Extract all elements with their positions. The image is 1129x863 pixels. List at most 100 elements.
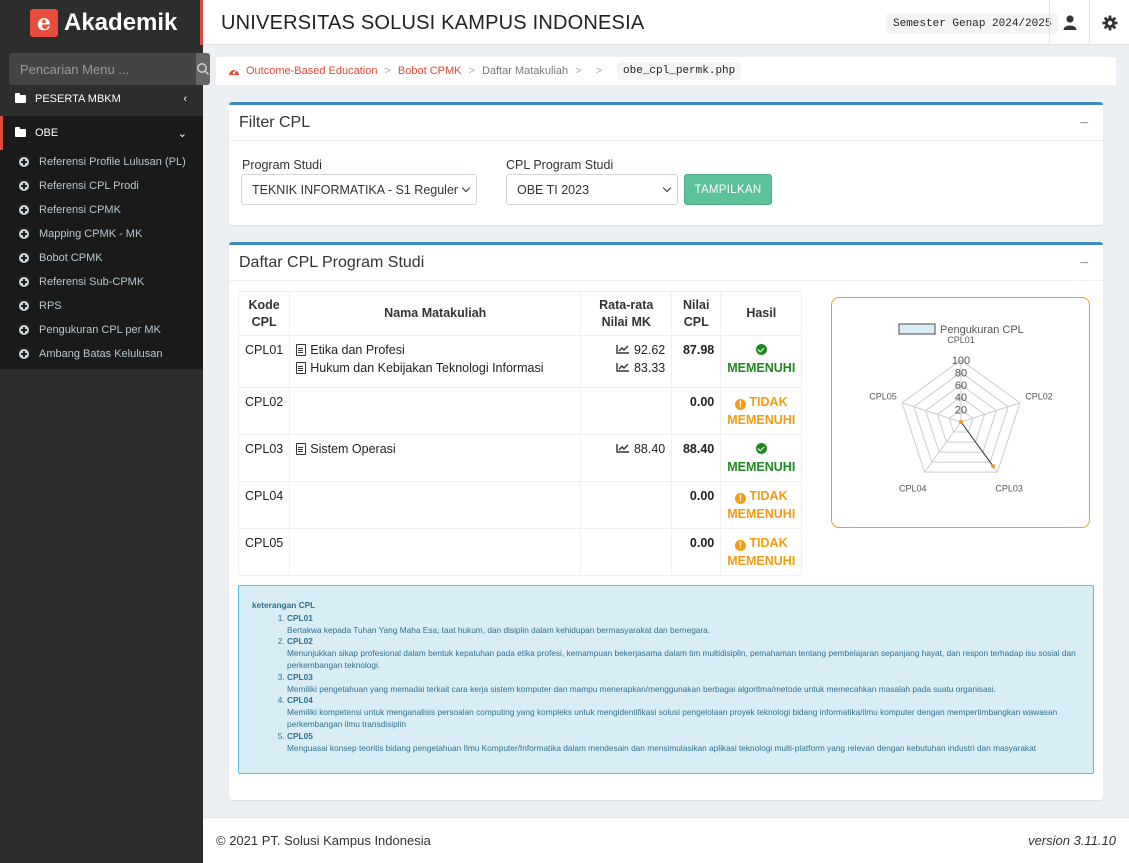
sidebar-item-obe[interactable]: OBE ⌄ [0,116,203,150]
radar-chart-card: Pengukuran CPL 20 40 60 80 100 CPL01 CPL02 CPL0… [831,297,1090,528]
radar-series [959,420,996,469]
keterangan-desc: Menunjukkan sikap profesional dalam bent… [287,648,1076,670]
matakuliah-link[interactable]: Etika dan Profesi [296,341,574,359]
status-text: MEMENUHI [727,507,796,521]
cpl-select-value: OBE TI 2023 [517,182,590,197]
rata-number: 88.40 [633,442,666,456]
table-row: CPL04 0.00 ! TIDAK MEMENUHI [237,481,803,529]
status-text: MEMENUHI [727,554,796,568]
keterangan-code: CPL02 [287,636,313,647]
sidebar-item-profile-lulusan[interactable]: Referensi Profile Lulusan (PL) [0,150,203,174]
prodi-label: Program Studi [242,158,322,172]
cell-hasil: ! TIDAK MEMENUHI [720,387,803,435]
plus-circle-icon [19,325,29,335]
rata-value: 88.40 [587,440,665,458]
daftar-cpl-box: Daftar CPL Program Studi − Kode CPL Nama … [229,242,1103,800]
sidebar-item-ambang-batas[interactable]: Ambang Batas Kelulusan [0,342,203,366]
chevron-down-icon [662,183,672,193]
search-button[interactable] [196,53,210,85]
status-text: TIDAK [749,536,788,550]
filter-title: Filter CPL [229,105,1103,141]
sidebar-item-cpl-prodi[interactable]: Referensi CPL Prodi [0,174,203,198]
sidebar: e Akademik PESERTA MBKM ‹ OBE ⌄ Referens… [0,0,210,863]
status-text: MEMENUHI [727,460,796,474]
radar-category-label: CPL04 [899,483,927,493]
cell-rata: 92.62 83.33 [580,335,673,388]
sidebar-item-sub-cpmk[interactable]: Referensi Sub-CPMK [0,270,203,294]
sidebar-item-label: Referensi Sub-CPMK [39,276,145,288]
semester-badge: Semester Genap 2024/2025 [886,13,1059,34]
menu-search [9,53,210,85]
radar-spoke [901,402,962,423]
breadcrumb-daftar-matakuliah: Daftar Matakuliah [481,65,569,77]
table-header-row: Kode CPL Nama Matakuliah Rata-rata Nilai M… [237,291,803,336]
settings-button[interactable] [1089,0,1129,45]
status-text: MEMENUHI [727,413,796,427]
radar-category-label: CPL01 [947,335,975,345]
cell-nama [289,528,582,576]
cell-rata: 88.40 [580,434,673,482]
sidebar-item-label: Pengukuran CPL per MK [39,324,161,336]
plus-circle-icon [19,349,29,359]
file-icon [296,443,307,455]
rata-value: 92.62 [587,341,665,359]
page-title: UNIVERSITAS SOLUSI KAMPUS INDONESIA [221,12,645,34]
matakuliah-link[interactable]: Hukum dan Kebijakan Teknologi Informasi [296,359,574,377]
cell-kode: CPL04 [237,481,291,529]
sidebar-menu: PESERTA MBKM ‹ OBE ⌄ Referensi Profile L… [0,85,203,369]
plus-circle-icon [19,205,29,215]
table-row: CPL02 0.00 ! TIDAK MEMENUHI [237,387,803,435]
file-icon [296,362,307,374]
footer: © 2021 PT. Solusi Kampus Indonesia versi… [203,817,1129,863]
radar-spoke [924,421,962,473]
keterangan-desc: Memiliki pengetahuan yang memadai terkai… [287,683,996,694]
header-text: CPL [251,314,277,329]
user-menu-button[interactable] [1049,0,1089,45]
radar-tick-label: 40 [955,392,967,404]
matakuliah-name: Hukum dan Kebijakan Teknologi Informasi [310,361,544,375]
radar-point [959,420,963,424]
collapse-filter-button[interactable]: − [1079,115,1089,132]
prodi-select[interactable]: TEKNIK INFORMATIKA - S1 Reguler [241,174,477,205]
matakuliah-link[interactable]: Sistem Operasi [296,440,574,458]
breadcrumb-obe[interactable]: Outcome-Based Education [246,65,378,77]
radar-spoke [960,402,1021,423]
cell-rata [580,387,673,435]
breadcrumb-bobot-cpmk[interactable]: Bobot CPMK [397,65,462,77]
header-text: Kode [248,297,280,312]
col-rata: Rata-rata Nilai MK [580,291,673,336]
sidebar-item-cpmk[interactable]: Referensi CPMK [0,198,203,222]
collapse-daftar-button[interactable]: − [1079,255,1089,272]
chevron-down-icon: ⌄ [177,127,187,140]
cpl-prodi-select[interactable]: OBE TI 2023 [506,174,678,205]
radar-category-label: CPL03 [995,483,1023,493]
keterangan-code: CPL04 [287,695,313,706]
radar-category-label: CPL02 [1025,392,1053,402]
table-row: CPL01 Etika dan Profesi Hukum dan Kebija… [237,335,803,388]
legend-swatch [898,323,936,335]
sidebar-item-rps[interactable]: RPS [0,294,203,318]
radar-point [991,464,996,469]
sidebar-item-label: Referensi Profile Lulusan (PL) [39,156,186,168]
radar-ring [948,408,974,433]
header-text: Nilai MK [601,314,651,329]
sidebar-item-bobot-cpmk[interactable]: Bobot CPMK [0,246,203,270]
sidebar-item-pengukuran-cpl[interactable]: Pengukuran CPL per MK [0,318,203,342]
sidebar-item-peserta-mbkm[interactable]: PESERTA MBKM ‹ [0,85,203,113]
tampilkan-button[interactable]: TAMPILKAN [684,174,772,205]
search-input[interactable] [9,53,196,85]
col-nama: Nama Matakuliah [289,291,582,336]
user-icon [1063,15,1076,30]
brand[interactable]: e Akademik [0,0,203,45]
radar-series-area [960,421,994,467]
plus-circle-icon [19,301,29,311]
sidebar-item-mapping-cpmk[interactable]: Mapping CPMK - MK [0,222,203,246]
plus-circle-icon [19,157,29,167]
cell-rata [580,528,673,576]
table-row: CPL05 0.00 ! TIDAK MEMENUHI [237,528,803,576]
